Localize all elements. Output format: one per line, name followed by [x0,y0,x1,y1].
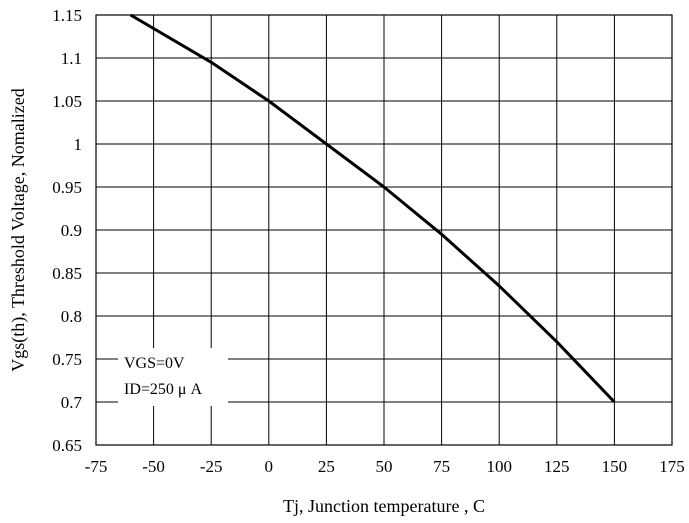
x-tick-label: 175 [659,457,685,476]
y-tick-label: 0.85 [52,264,82,283]
y-tick-labels: 0.65 0.7 0.75 0.8 0.85 0.9 0.95 1 1.05 1.1 1.15 [52,6,82,455]
annotation-box [118,348,228,406]
y-tick-label: 0.8 [61,307,82,326]
y-tick-label: 0.65 [52,436,82,455]
x-tick-label: 75 [433,457,450,476]
y-tick-label: 1.05 [52,92,82,111]
x-tick-label: 125 [544,457,570,476]
x-tick-label: -50 [142,457,165,476]
series-line [129,13,616,404]
annotation-vgs: VGS=0V [124,355,185,372]
y-tick-label: 1.1 [61,49,82,68]
x-tick-label: 150 [602,457,628,476]
y-tick-label: 1 [74,135,83,154]
x-tick-labels: -75 -50 -25 0 25 50 75 100 125 150 175 [85,457,685,476]
y-tick-label: 0.9 [61,221,82,240]
y-axis-title: Vgs(th), Threshold Voltage, Nomalized [8,88,29,371]
x-axis-title: Tj, Junction temperature , C [283,496,485,516]
series-layer [129,13,616,404]
y-tick-label: 0.75 [52,350,82,369]
y-tick-label: 0.95 [52,178,82,197]
y-tick-label: 1.15 [52,6,82,25]
x-tick-label: 0 [265,457,274,476]
x-tick-label: -25 [200,457,223,476]
x-tick-label: 100 [486,457,512,476]
x-tick-label: 25 [318,457,335,476]
annotation-id: ID=250 μ A [124,381,202,398]
y-tick-label: 0.7 [61,393,83,412]
x-tick-label: -75 [85,457,108,476]
plot-frame [95,14,673,446]
x-tick-label: 50 [376,457,393,476]
